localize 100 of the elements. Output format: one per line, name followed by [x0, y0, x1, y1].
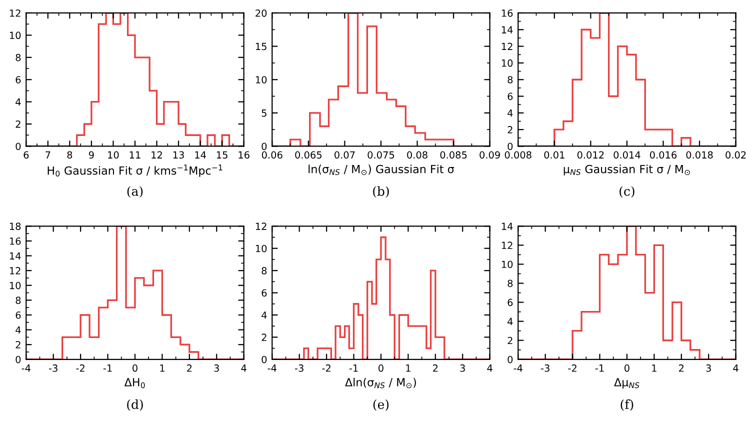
y-tick-label: 10 — [10, 282, 21, 290]
x-axis-title: ΔH$_{0}$ — [124, 378, 145, 388]
y-tick-label: 4 — [508, 318, 513, 326]
x-tick-label: 0.018 — [686, 151, 713, 159]
y-tick-label: 8 — [262, 267, 267, 274]
x-tick-label: -4 — [514, 364, 522, 372]
x-tick-label: 1 — [406, 364, 410, 372]
y-tick-label: 12 — [502, 242, 512, 249]
x-tick-label: -3 — [48, 364, 58, 372]
y-tick-label: 10 — [502, 260, 513, 268]
x-tick-label: 11 — [130, 151, 140, 158]
x-axis-title: Δln(σ$_{NS}$ / M$_{⊙}$) — [345, 378, 416, 388]
text: (e) — [373, 399, 389, 411]
y-tick-label: 14 — [502, 222, 513, 230]
y-tick-label: 5 — [262, 110, 266, 117]
y-tick-label: 10 — [256, 76, 267, 84]
y-tick-label: 12 — [256, 222, 266, 230]
y-tick-label: 8 — [16, 54, 21, 62]
x-tick-label: 2 — [433, 364, 438, 372]
x-tick-label: 0.008 — [504, 151, 532, 159]
y-tick-label: 16 — [10, 237, 21, 245]
x-tick-label: 0.075 — [368, 151, 394, 159]
y-tick-label: 4 — [262, 312, 267, 319]
y-tick-label: 8 — [16, 296, 21, 304]
x-tick-label: -4 — [268, 364, 276, 372]
x-tick-label: -3 — [540, 364, 550, 372]
x-axis-title: Δμ$_{NS}$ — [614, 378, 640, 389]
y-tick-label: 0 — [16, 142, 21, 150]
x-tick-label: -2 — [322, 364, 330, 372]
y-tick-label: 0 — [262, 142, 267, 150]
x-tick-label: 12 — [152, 151, 162, 158]
y-tick-label: 4 — [16, 98, 21, 106]
x-tick-label: 4 — [487, 364, 492, 372]
y-tick-label: 8 — [508, 76, 513, 84]
x-tick-label: 0.02 — [726, 151, 746, 159]
x-tick-label: 0.09 — [480, 151, 500, 159]
x-tick-label: -2 — [76, 364, 84, 372]
y-tick-label: 2 — [262, 334, 266, 341]
y-tick-label: 4 — [16, 326, 21, 334]
y-tick-label: 2 — [508, 126, 512, 134]
text: (f) — [620, 399, 634, 411]
x-tick-label: 13 — [173, 151, 184, 159]
x-tick-label: 9 — [88, 151, 94, 159]
y-tick-label: 2 — [16, 341, 20, 348]
y-tick-label: 20 — [256, 9, 267, 17]
y-tick-label: 4 — [508, 110, 513, 117]
text: (a) — [127, 186, 143, 198]
x-tick-label: 6 — [24, 151, 29, 159]
x-tick-label: 0.01 — [544, 151, 564, 159]
y-tick-label: 6 — [508, 92, 513, 100]
y-tick-label: 12 — [10, 267, 20, 274]
y-tick-label: 12 — [502, 42, 512, 50]
x-axis-title: ln(σ$_{NS}$ / M$_{⊙}$) Gaussian Fit σ — [308, 164, 454, 176]
x-tick-label: 3 — [460, 364, 465, 372]
y-tick-label: 15 — [256, 42, 266, 50]
x-tick-label: 0.06 — [262, 151, 282, 159]
y-tick-label: 0 — [508, 356, 513, 364]
x-tick-label: -1 — [349, 364, 358, 372]
x-tick-label: 4 — [241, 364, 246, 372]
y-tick-label: 18 — [10, 222, 21, 230]
x-tick-label: 15 — [216, 151, 228, 159]
x-tick-label: 1 — [652, 364, 656, 372]
x-tick-label: 0.065 — [295, 151, 322, 159]
text: (c) — [620, 186, 634, 198]
y-tick-label: 8 — [508, 280, 513, 288]
y-tick-label: 6 — [16, 76, 21, 84]
y-tick-label: 0 — [16, 356, 21, 364]
x-tick-label: 0 — [132, 364, 138, 372]
x-tick-label: 0.07 — [334, 151, 355, 159]
x-tick-label: 2 — [678, 364, 684, 372]
x-tick-label: 0.016 — [650, 151, 677, 159]
x-tick-label: 0.08 — [407, 151, 428, 159]
x-tick-label: 16 — [238, 151, 250, 159]
x-tick-label: 7 — [46, 151, 50, 158]
y-tick-label: 6 — [16, 311, 21, 319]
y-tick-label: 10 — [10, 32, 21, 40]
x-tick-label: 0.085 — [440, 151, 467, 159]
y-tick-label: 12 — [10, 9, 20, 17]
x-tick-label: 3 — [706, 364, 711, 372]
y-tick-label: 16 — [502, 9, 513, 17]
x-tick-label: 0 — [378, 364, 384, 372]
x-tick-label: 0 — [624, 364, 630, 372]
y-tick-label: 2 — [16, 120, 20, 128]
x-tick-label: 0.012 — [577, 151, 604, 159]
y-tick-label: 14 — [10, 252, 21, 260]
x-axis-title: μ$_{NS}$ Gaussian Fit σ / M$_{⊙}$ — [564, 164, 690, 176]
x-tick-label: 14 — [195, 151, 206, 158]
x-tick-label: 10 — [108, 151, 119, 159]
x-tick-label: 1 — [160, 364, 164, 372]
y-tick-label: 14 — [502, 26, 513, 34]
x-tick-label: 3 — [214, 364, 219, 372]
x-tick-label: -1 — [595, 364, 604, 372]
y-tick-label: 2 — [508, 336, 512, 344]
x-tick-label: -1 — [103, 364, 112, 372]
y-tick-label: 10 — [502, 59, 513, 67]
text: (d) — [127, 399, 143, 411]
y-tick-label: 10 — [256, 244, 267, 252]
x-axis-title: H$_{0}$ Gaussian Fit σ / kms$^{−1}$Mpc$^{−1}$ — [48, 164, 222, 177]
text: (b) — [373, 186, 389, 198]
x-tick-label: 0.014 — [614, 151, 640, 159]
